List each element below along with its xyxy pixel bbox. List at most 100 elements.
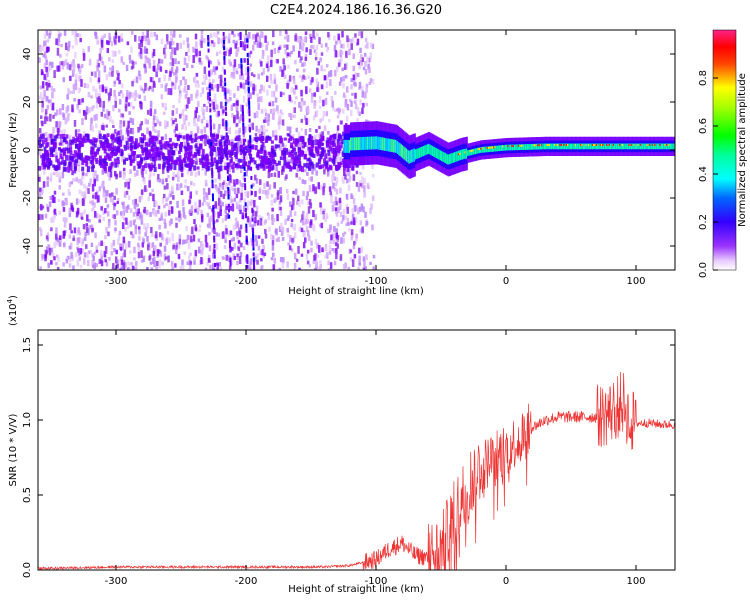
noise-cell [84,231,87,237]
band-cell [333,143,337,147]
noise-cell [332,170,335,177]
noise-cell-strong [229,246,232,253]
signal-core [626,143,630,150]
noise-cell [249,92,252,99]
noise-cell [208,217,211,225]
noise-cell [98,214,102,218]
noise-cell [232,67,236,71]
noise-cell-strong [300,89,303,97]
noise-cell [166,230,170,235]
noise-cell [76,105,79,110]
noise-cell [218,50,222,55]
noise-cell-strong [314,253,317,260]
signal-core [624,143,627,150]
band-cell [135,144,139,149]
noise-cell-strong [321,247,324,253]
streak-cell [246,58,249,63]
noise-cell [130,264,134,270]
band-cell [140,144,144,149]
band-cell [300,151,304,156]
noise-cell [260,31,263,36]
noise-cell [333,176,337,181]
noise-cell [136,214,139,220]
noise-cell [89,124,93,131]
noise-cell [233,93,236,98]
band-cell [144,147,148,152]
noise-cell-strong [263,119,266,123]
noise-cell [111,214,115,219]
noise-cell [149,261,153,265]
noise-cell-strong [205,242,208,248]
noise-cell-strong [140,121,144,126]
noise-cell [57,36,61,42]
noise-cell-strong [257,235,261,239]
noise-cell [144,66,147,73]
noise-cell [258,215,261,222]
band-cell [290,154,294,160]
noise-cell-strong [38,214,41,221]
noise-cell-strong [149,108,153,117]
noise-cell-strong [77,99,81,105]
noise-cell-strong [119,246,123,251]
noise-cell-strong [305,47,308,53]
streak-cell [209,121,212,126]
noise-cell [212,42,216,48]
band-cell [166,143,170,147]
noise-cell [362,164,365,170]
noise-cell [91,253,94,258]
noise-cell [200,61,203,66]
noise-cell-strong [198,50,202,57]
signal-core [625,143,628,150]
band-cell [255,163,259,169]
noise-cell-strong [195,48,198,57]
noise-cell-strong [261,249,264,256]
noise-cell [251,183,255,187]
band-cell [211,139,215,145]
noise-cell-strong [182,67,186,72]
band-cell [321,135,325,142]
band-cell [259,150,263,155]
noise-cell [82,48,85,53]
noise-cell [305,253,309,260]
noise-cell-strong [50,227,53,232]
noise-cell [293,88,296,94]
streak-cell [223,46,226,51]
noise-cell-strong [189,235,193,243]
signal-core [561,143,565,150]
noise-cell-strong [82,223,86,230]
noise-cell [335,228,339,235]
band-cell [151,138,155,145]
noise-cell-strong [53,70,56,79]
signal-core [538,143,541,150]
band-cell [320,142,324,147]
band-cell [332,152,336,158]
noise-cell [339,200,342,208]
band-cell [277,160,281,166]
noise-cell [344,74,348,79]
noise-cell [327,130,330,135]
noise-cell-strong [336,125,340,131]
band-cell [129,159,133,163]
noise-cell [201,202,205,206]
noise-cell [111,59,115,63]
noise-cell-strong [233,255,237,260]
noise-cell [220,134,223,139]
noise-cell [48,61,52,66]
band-cell [59,134,63,139]
noise-cell-strong [204,138,207,147]
noise-cell-strong [256,259,259,265]
noise-cell [218,123,221,129]
band-cell [63,159,67,164]
noise-cell [160,233,164,240]
signal-core [392,139,396,153]
x-tick-label: -200 [235,576,258,587]
noise-cell [278,115,281,119]
signal-core [589,143,592,150]
band-cell [278,138,282,144]
band-cell [151,156,155,162]
noise-cell [91,200,94,206]
noise-cell-strong [97,62,101,68]
streak-cell [250,190,253,195]
band-cell [131,159,135,164]
noise-cell [351,37,355,43]
